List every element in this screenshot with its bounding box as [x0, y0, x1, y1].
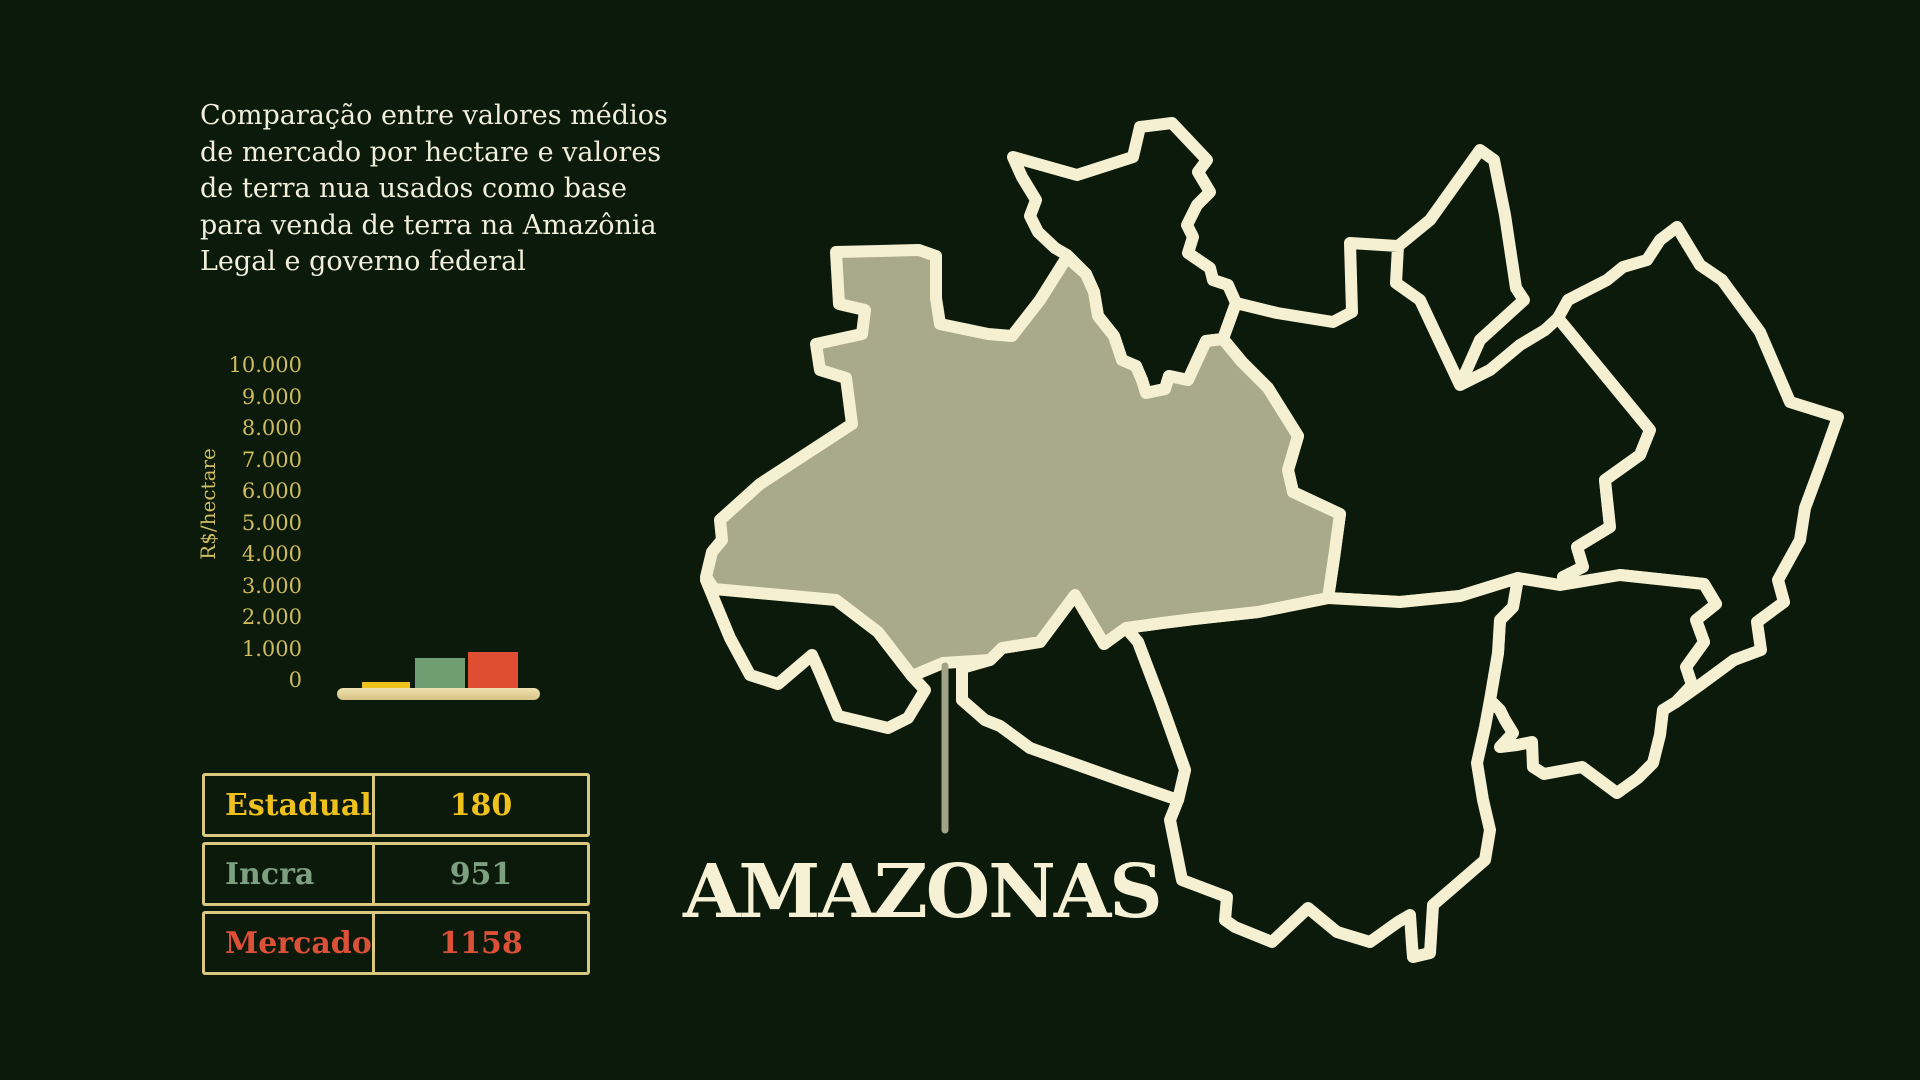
highlighted-state-label: AMAZONAS [683, 849, 1163, 935]
row-label-incra: Incra [205, 845, 375, 903]
table-row: Mercado 1158 [202, 911, 590, 975]
y-tick-label: 6.000 [241, 479, 302, 503]
table-row: Estadual 180 [202, 773, 590, 837]
value-table: Estadual 180 Incra 951 Mercado 1158 [202, 773, 590, 980]
y-tick-label: 7.000 [241, 447, 302, 472]
chart-baseline [337, 688, 540, 700]
y-tick-label: 2.000 [241, 605, 302, 629]
state-mato-grosso [1120, 572, 1524, 963]
row-value-estadual: 180 [449, 787, 513, 823]
state-tocantins [1484, 569, 1722, 799]
row-label-mercado: Mercado [205, 914, 375, 972]
row-label-estadual: Estadual [205, 776, 375, 834]
state-maranhao [1552, 221, 1844, 708]
row-value-mercado: 1158 [439, 925, 523, 961]
bar-mercado [468, 651, 518, 688]
y-tick-labels: 10.000 9.000 8.000 7.000 6.000 5.000 4.000 3.00… [210, 353, 302, 692]
y-tick-label: 5.000 [241, 510, 302, 535]
bar-estadual [362, 682, 410, 688]
state-amazonas-highlighted [700, 244, 1346, 682]
y-tick-label: 4.000 [241, 542, 302, 566]
chart-title: Comparação entre valores médios de merca… [200, 100, 668, 277]
bar-incra [415, 658, 465, 688]
row-value-incra: 951 [449, 856, 513, 892]
y-tick-label: 0 [288, 668, 302, 692]
table-row: Incra 951 [202, 842, 590, 906]
y-tick-label: 8.000 [241, 416, 302, 440]
y-tick-label: 10.000 [228, 353, 302, 377]
y-tick-label: 1.000 [241, 636, 302, 661]
y-tick-label: 3.000 [241, 573, 302, 598]
bar-chart [337, 353, 540, 688]
y-tick-label: 9.000 [241, 384, 302, 409]
